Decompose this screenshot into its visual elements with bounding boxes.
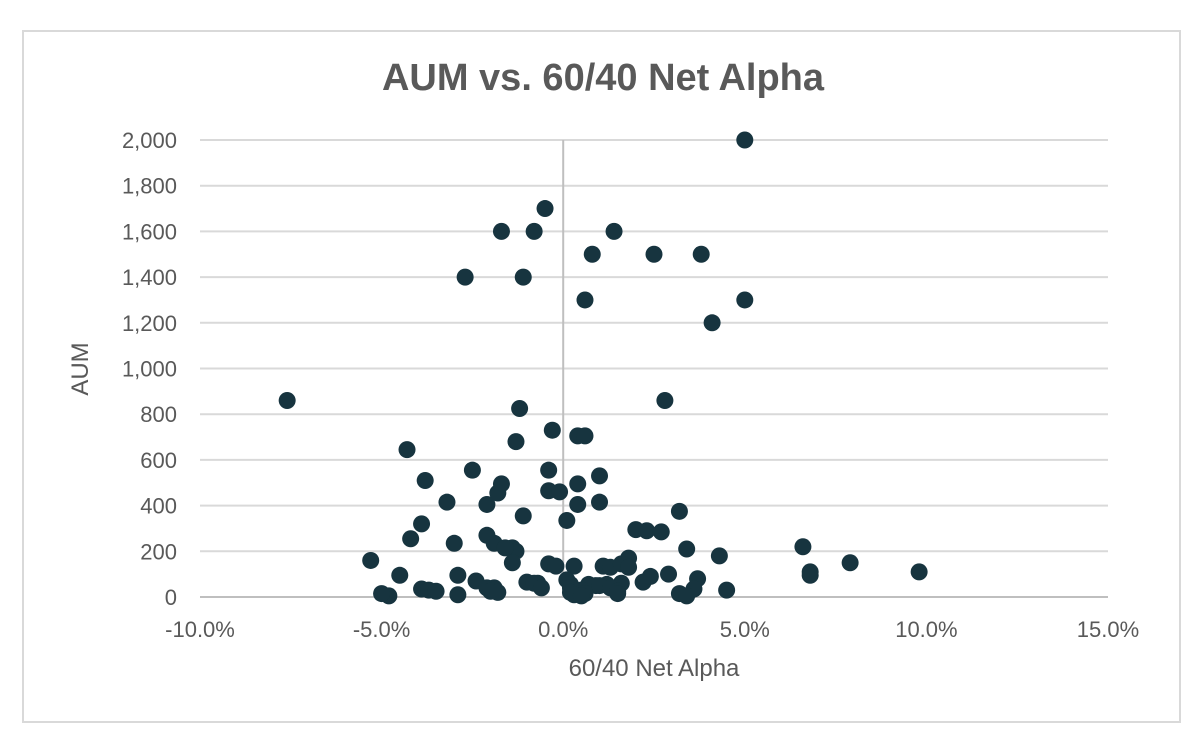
data-point — [532, 579, 550, 597]
y-tick-label: 200 — [140, 539, 177, 564]
x-tick-label: -5.0% — [353, 617, 410, 642]
data-point — [492, 222, 510, 240]
data-point — [463, 461, 481, 479]
data-point — [591, 493, 609, 511]
data-point — [569, 495, 587, 513]
data-point — [660, 565, 678, 583]
x-tick-label: 0.0% — [538, 617, 588, 642]
data-point — [514, 268, 532, 286]
y-tick-label: 1,600 — [122, 219, 177, 244]
x-tick-label: 5.0% — [720, 617, 770, 642]
y-tick-label: 1,200 — [122, 311, 177, 336]
gridlines — [200, 139, 1108, 553]
chart-frame — [22, 30, 1181, 723]
data-point — [449, 586, 467, 604]
data-point — [278, 391, 296, 409]
data-point — [496, 539, 514, 557]
data-point — [841, 554, 859, 572]
data-point — [656, 391, 674, 409]
data-point — [547, 557, 565, 575]
data-point — [507, 433, 525, 451]
data-point — [638, 522, 656, 540]
data-point — [511, 399, 529, 417]
data-points — [278, 131, 928, 605]
x-axis-title: 60/40 Net Alpha — [569, 655, 740, 682]
data-point — [427, 582, 445, 600]
data-point — [670, 502, 688, 520]
data-point — [551, 483, 569, 501]
y-axis-ticks: 0 200 400 600 800 1,000 1,200 1,400 1,600 1,800 2,… — [122, 128, 177, 610]
y-tick-label: 800 — [140, 402, 177, 427]
x-tick-label: -10.0% — [165, 617, 235, 642]
y-tick-label: 600 — [140, 448, 177, 473]
y-tick-label: 400 — [140, 494, 177, 519]
data-point — [449, 566, 467, 584]
data-point — [413, 515, 431, 533]
y-tick-label: 1,800 — [122, 174, 177, 199]
data-point — [565, 557, 583, 575]
data-point — [703, 314, 721, 332]
data-point — [576, 427, 594, 445]
data-point — [525, 222, 543, 240]
data-point — [478, 495, 496, 513]
x-tick-label: 15.0% — [1077, 617, 1139, 642]
data-point — [736, 131, 754, 149]
data-point — [416, 471, 434, 489]
data-point — [645, 245, 663, 263]
data-point — [609, 585, 627, 603]
data-point — [718, 581, 736, 599]
data-point — [910, 563, 928, 581]
y-tick-label: 1,000 — [122, 357, 177, 382]
data-point — [536, 200, 554, 218]
data-point — [456, 268, 474, 286]
data-point — [489, 484, 507, 502]
data-point — [543, 421, 561, 439]
data-point — [591, 467, 609, 485]
y-axis-title: AUM — [67, 342, 94, 395]
y-tick-label: 2,000 — [122, 128, 177, 153]
data-point — [678, 587, 696, 605]
y-tick-label: 0 — [165, 585, 177, 610]
data-point — [678, 540, 696, 558]
data-point — [362, 551, 380, 569]
data-point — [605, 222, 623, 240]
data-point — [736, 291, 754, 309]
data-point — [503, 554, 521, 572]
data-point — [514, 507, 532, 525]
data-point — [445, 534, 463, 552]
data-point — [801, 566, 819, 584]
data-point — [620, 558, 638, 576]
data-point — [710, 547, 728, 565]
data-point — [794, 538, 812, 556]
y-tick-label: 1,400 — [122, 265, 177, 290]
data-point — [391, 566, 409, 584]
data-point — [438, 493, 456, 511]
data-point — [652, 523, 670, 541]
data-point — [558, 511, 576, 529]
data-point — [373, 585, 391, 603]
chart-title: AUM vs. 60/40 Net Alpha — [382, 57, 825, 99]
data-point — [576, 291, 594, 309]
x-axis-ticks: -10.0% -5.0% 0.0% 5.0% 10.0% 15.0% — [165, 617, 1139, 642]
data-point — [583, 245, 601, 263]
data-point — [398, 441, 416, 459]
data-point — [489, 583, 507, 601]
data-point — [692, 245, 710, 263]
data-point — [540, 461, 558, 479]
data-point — [572, 587, 590, 605]
data-point — [402, 530, 420, 548]
x-tick-label: 10.0% — [895, 617, 957, 642]
data-point — [569, 475, 587, 493]
data-point — [641, 567, 659, 585]
